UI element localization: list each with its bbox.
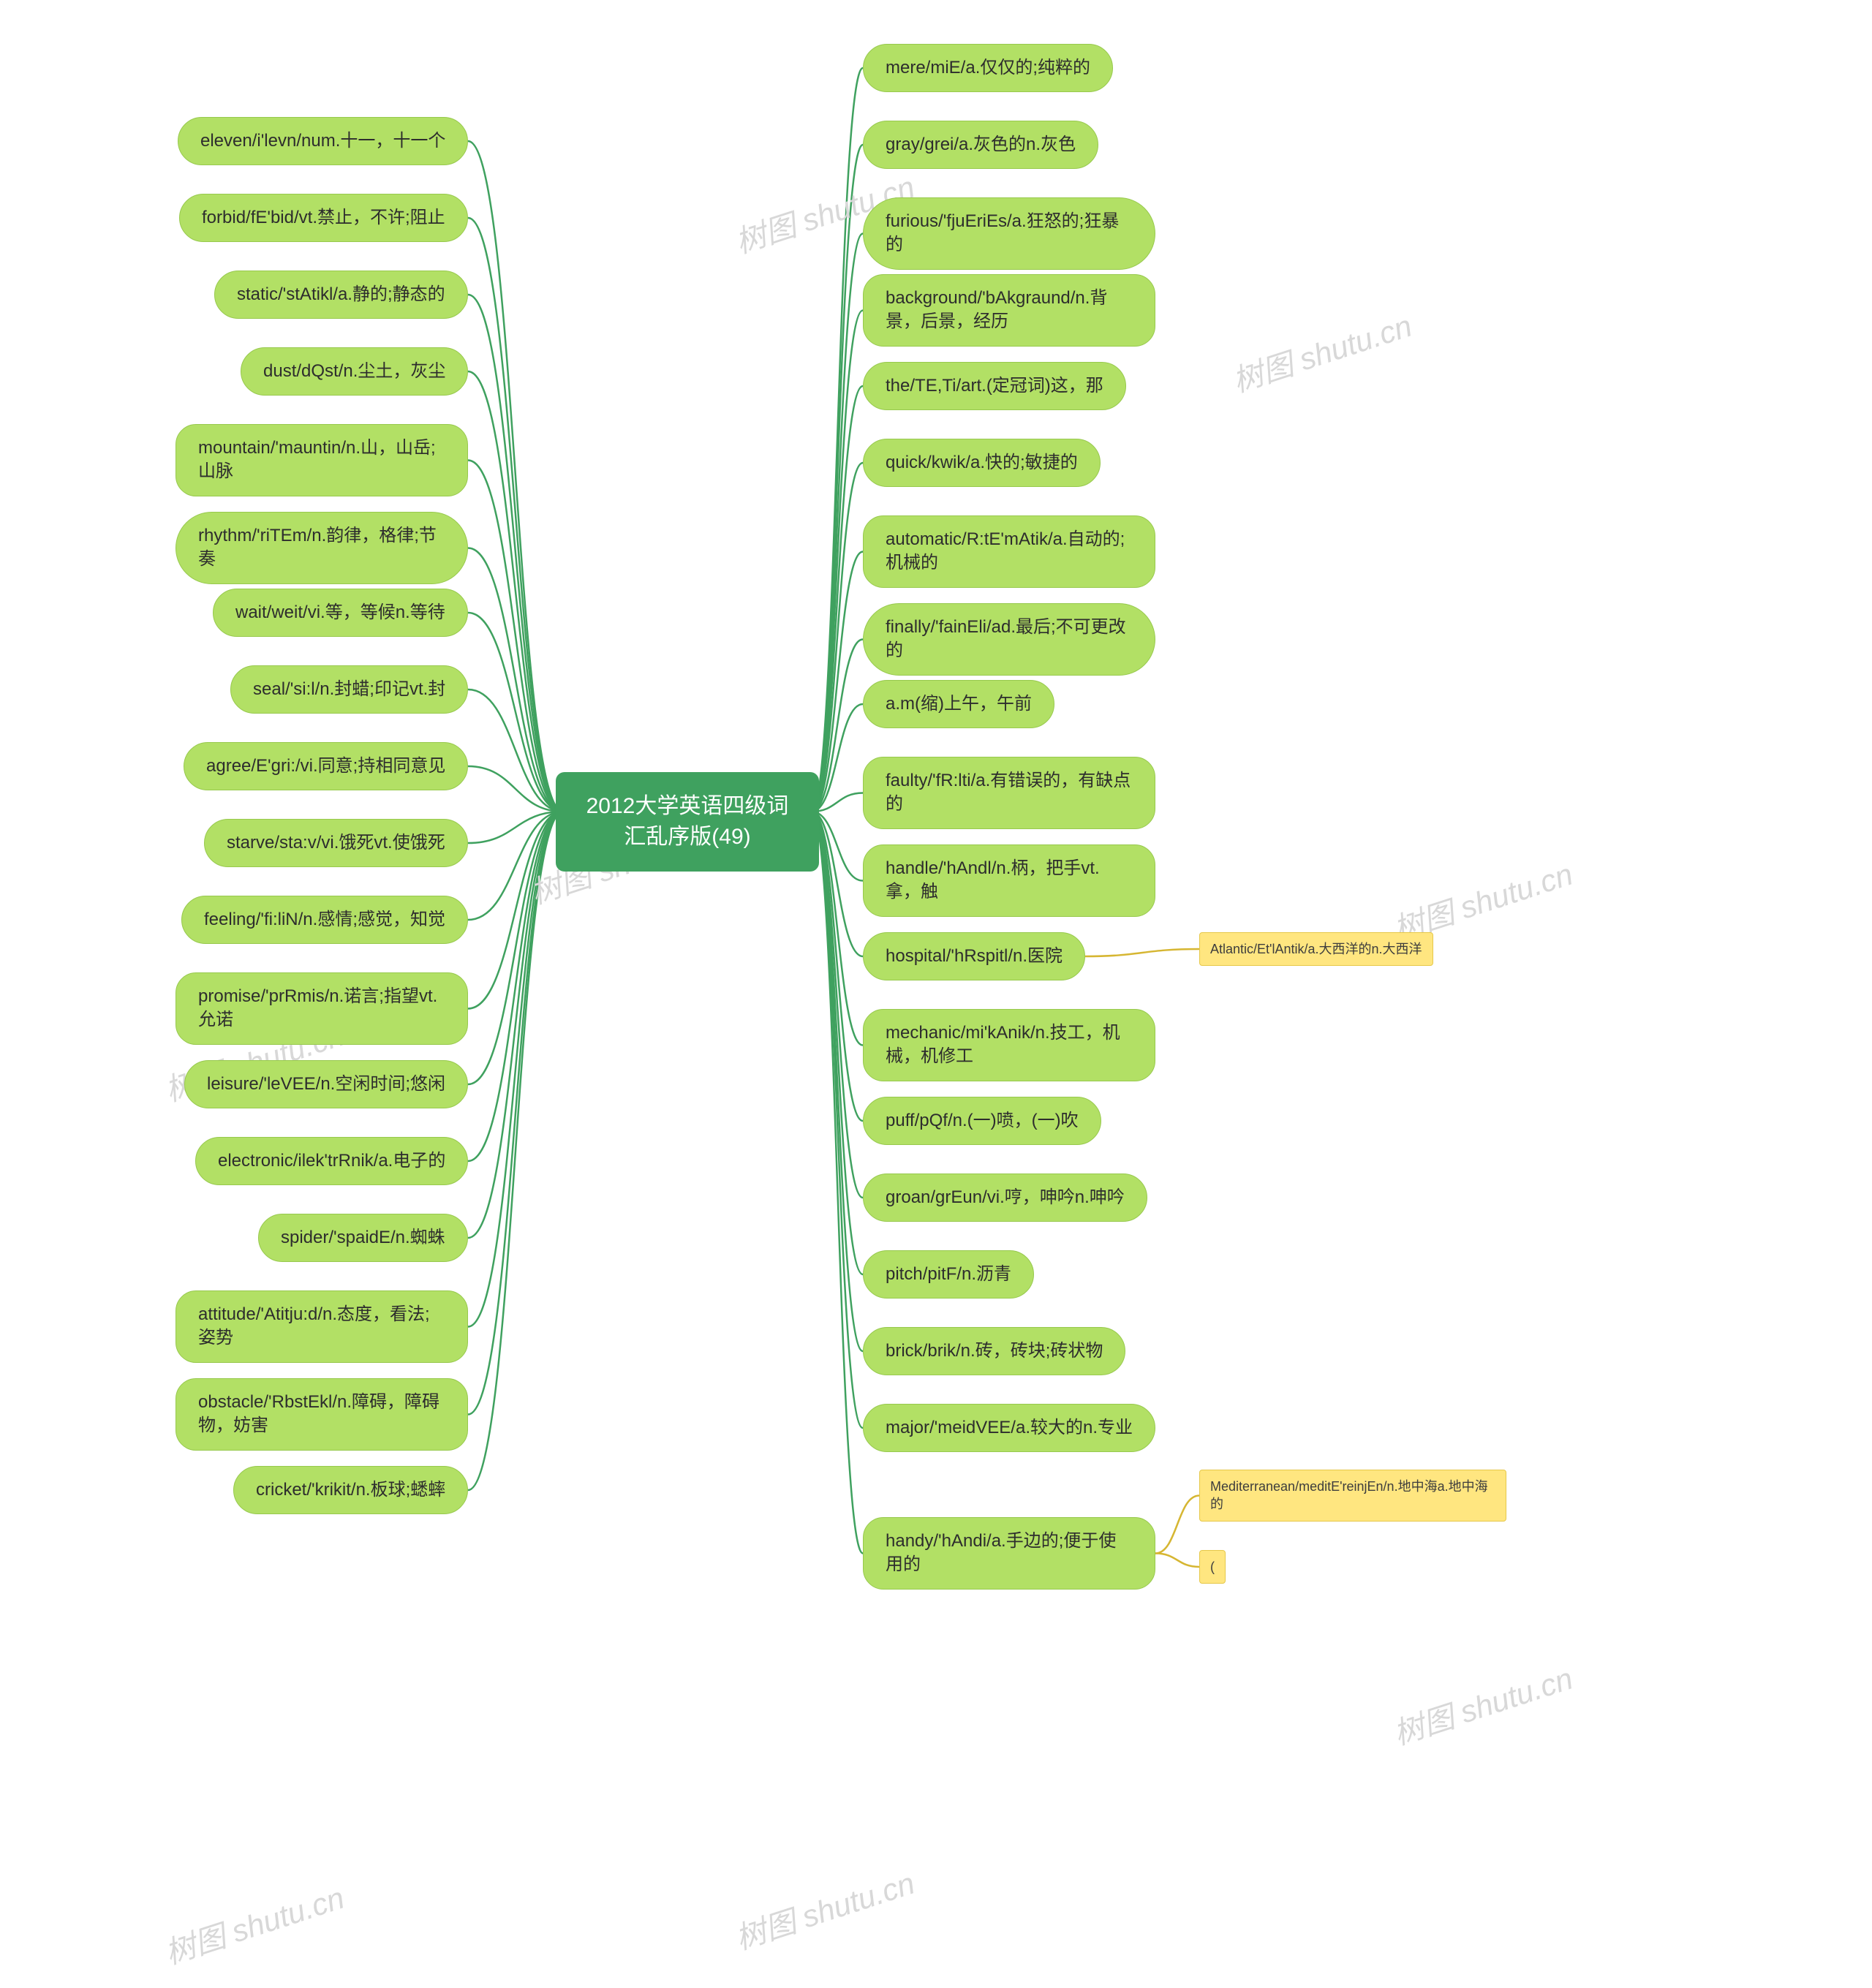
right-branch: mere/miE/a.仅仅的;纯粹的: [863, 44, 1113, 92]
right-branch: handy/'hAndi/a.手边的;便于使用的: [863, 1517, 1155, 1590]
left-branch: dust/dQst/n.尘土，灰尘: [241, 347, 468, 396]
child-node: Mediterranean/meditE'reinjEn/n.地中海a.地中海的: [1199, 1470, 1506, 1522]
right-branch: the/TE,Ti/art.(定冠词)这，那: [863, 362, 1126, 410]
right-branch: mechanic/mi'kAnik/n.技工，机械，机修工: [863, 1009, 1155, 1081]
right-branch: pitch/pitF/n.沥青: [863, 1250, 1034, 1299]
left-branch: promise/'prRmis/n.诺言;指望vt.允诺: [176, 972, 468, 1045]
left-branch: seal/'si:l/n.封蜡;印记vt.封: [230, 665, 468, 714]
right-branch: handle/'hAndl/n.柄，把手vt.拿，触: [863, 844, 1155, 917]
right-branch: gray/grei/a.灰色的n.灰色: [863, 121, 1098, 169]
center-node: 2012大学英语四级词汇乱序版(49): [556, 772, 819, 872]
right-branch: quick/kwik/a.快的;敏捷的: [863, 439, 1101, 487]
right-branch: hospital/'hRspitl/n.医院: [863, 932, 1085, 980]
right-branch: faulty/'fR:lti/a.有错误的，有缺点的: [863, 757, 1155, 829]
left-branch: starve/sta:v/vi.饿死vt.使饿死: [204, 819, 468, 867]
left-branch: forbid/fE'bid/vt.禁止，不许;阻止: [179, 194, 468, 242]
left-branch: agree/E'gri:/vi.同意;持相同意见: [184, 742, 468, 790]
left-branch: spider/'spaidE/n.蜘蛛: [258, 1214, 468, 1262]
right-branch: furious/'fjuEriEs/a.狂怒的;狂暴的: [863, 197, 1155, 270]
right-branch: brick/brik/n.砖，砖块;砖状物: [863, 1327, 1125, 1375]
left-branch: leisure/'leVEE/n.空闲时间;悠闲: [184, 1060, 468, 1108]
left-branch: obstacle/'RbstEkl/n.障碍，障碍物，妨害: [176, 1378, 468, 1451]
child-node: (: [1199, 1550, 1226, 1584]
left-branch: attitude/'Atitju:d/n.态度，看法;姿势: [176, 1290, 468, 1363]
left-branch: electronic/ilek'trRnik/a.电子的: [195, 1137, 468, 1185]
right-branch: puff/pQf/n.(一)喷，(一)吹: [863, 1097, 1101, 1145]
right-branch: a.m(缩)上午，午前: [863, 680, 1054, 728]
left-branch: static/'stAtikl/a.静的;静态的: [214, 271, 468, 319]
left-branch: feeling/'fi:liN/n.感情;感觉，知觉: [181, 896, 468, 944]
right-branch: background/'bAkgraund/n.背景，后景，经历: [863, 274, 1155, 347]
left-branch: mountain/'mauntin/n.山，山岳;山脉: [176, 424, 468, 496]
right-branch: groan/grEun/vi.哼，呻吟n.呻吟: [863, 1173, 1147, 1222]
left-branch: wait/weit/vi.等，等候n.等待: [213, 589, 468, 637]
left-branch: rhythm/'riTEm/n.韵律，格律;节奏: [176, 512, 468, 584]
right-branch: major/'meidVEE/a.较大的n.专业: [863, 1404, 1155, 1452]
left-branch: cricket/'krikit/n.板球;蟋蟀: [233, 1466, 468, 1514]
left-branch: eleven/i'levn/num.十一，十一个: [178, 117, 468, 165]
right-branch: automatic/R:tE'mAtik/a.自动的;机械的: [863, 515, 1155, 588]
right-branch: finally/'fainEli/ad.最后;不可更改的: [863, 603, 1155, 676]
child-node: Atlantic/Et'lAntik/a.大西洋的n.大西洋: [1199, 932, 1433, 966]
